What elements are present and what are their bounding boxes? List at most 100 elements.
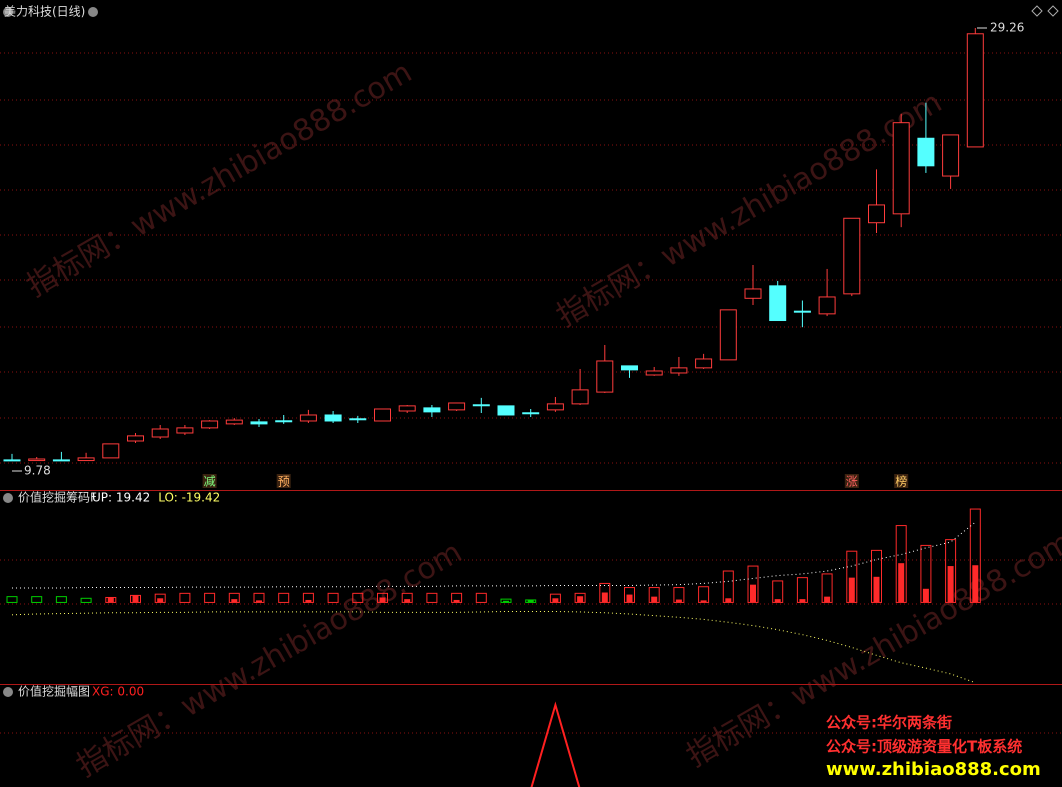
candle-body [596, 360, 614, 393]
bar-inner [947, 566, 954, 603]
panel-title: 价值挖掘幅图 [18, 684, 90, 699]
bar-inner [774, 599, 781, 603]
candle-body [250, 421, 268, 425]
signal-box [276, 474, 291, 488]
candle-body [621, 365, 638, 371]
bar-inner [873, 576, 880, 603]
promo-text: 公众号:华尔两条街 [826, 714, 952, 732]
bar-inner [552, 598, 559, 603]
legend-label: UP: 19.42 [92, 491, 150, 505]
candle-body [769, 285, 787, 322]
bar-inner [157, 598, 164, 603]
menu-icon[interactable] [3, 687, 13, 697]
bar-inner [379, 597, 386, 603]
candle-body [423, 407, 441, 413]
value-label: XG: 0.00 [92, 685, 144, 699]
candle-body [176, 427, 194, 434]
candle-body [497, 405, 515, 416]
candle-body [151, 428, 169, 438]
bar [55, 596, 67, 603]
signal-label: 榜 [895, 474, 907, 489]
bar [796, 577, 808, 603]
bar-inner [107, 597, 114, 603]
bar [624, 587, 635, 603]
bar-inner [848, 577, 855, 603]
bar-inner [675, 599, 682, 603]
candle-body [349, 418, 367, 421]
promo-text: www.zhibiao888.com [826, 759, 1041, 780]
candle-body [448, 402, 466, 411]
promo-text: 公众号:顶级游资量化T板系统 [826, 738, 1022, 756]
bar-inner [725, 598, 732, 603]
bar-inner [601, 592, 608, 603]
bar [352, 592, 364, 603]
bar-inner [922, 588, 929, 603]
menu-icon[interactable] [3, 493, 13, 503]
panel-title: 价值挖掘筹码F [18, 490, 97, 505]
bar [698, 586, 710, 603]
candle-body [374, 408, 391, 422]
candle-body [645, 370, 663, 376]
candle-body [102, 443, 120, 459]
bar-inner [305, 599, 312, 603]
candle-body [868, 204, 885, 224]
signal-label: 减 [204, 475, 216, 489]
signal-label: 涨 [846, 474, 858, 489]
toolbar-icon[interactable] [1031, 5, 1059, 17]
bar [327, 592, 339, 603]
bar [426, 592, 438, 603]
legend-label: LO: -19.42 [158, 491, 220, 505]
high-label: 29.26 [990, 21, 1024, 35]
bar-inner [799, 599, 806, 603]
candle-body [793, 310, 811, 313]
bar-inner [503, 600, 509, 603]
candle-body [818, 296, 836, 315]
candle-body [670, 367, 688, 374]
bar [772, 580, 784, 603]
bar [204, 592, 216, 603]
candle-body [571, 389, 589, 405]
bar [31, 596, 43, 603]
candle-body [695, 358, 713, 369]
signal-box [894, 474, 909, 488]
bar-inner [256, 600, 262, 603]
bar-inner [700, 600, 707, 603]
bar-inner [132, 595, 139, 603]
candle-body [225, 419, 243, 425]
candle-body [719, 309, 737, 361]
bar-inner [626, 594, 633, 603]
candle-body [52, 459, 70, 462]
candle-body [917, 137, 935, 167]
menu-icon[interactable] [88, 7, 98, 17]
bar [278, 592, 290, 603]
bar [179, 592, 191, 603]
bar-inner [231, 599, 238, 603]
candle-body [3, 459, 21, 462]
bar [6, 596, 18, 603]
candle-body [28, 458, 46, 462]
signal-label: 预 [278, 475, 290, 489]
bar [475, 592, 487, 603]
candle-body [744, 288, 762, 299]
candle-body [546, 403, 564, 411]
chart-title: 美力科技(日线) [4, 5, 85, 19]
candle-body [398, 405, 416, 412]
bar-inner [824, 596, 831, 603]
candle-body [942, 134, 960, 177]
low-label: 9.78 [24, 464, 51, 478]
band-line [12, 521, 976, 589]
candle-body [201, 420, 219, 429]
candle-body [77, 457, 95, 462]
bar-inner [453, 599, 460, 603]
candle-body [324, 414, 342, 422]
signal-box [844, 474, 859, 488]
bar [80, 597, 92, 603]
bar-inner [750, 584, 756, 603]
bar-inner [404, 599, 411, 603]
band-line [11, 611, 976, 684]
candle-body [472, 404, 490, 407]
menu-icon[interactable] [3, 7, 13, 17]
